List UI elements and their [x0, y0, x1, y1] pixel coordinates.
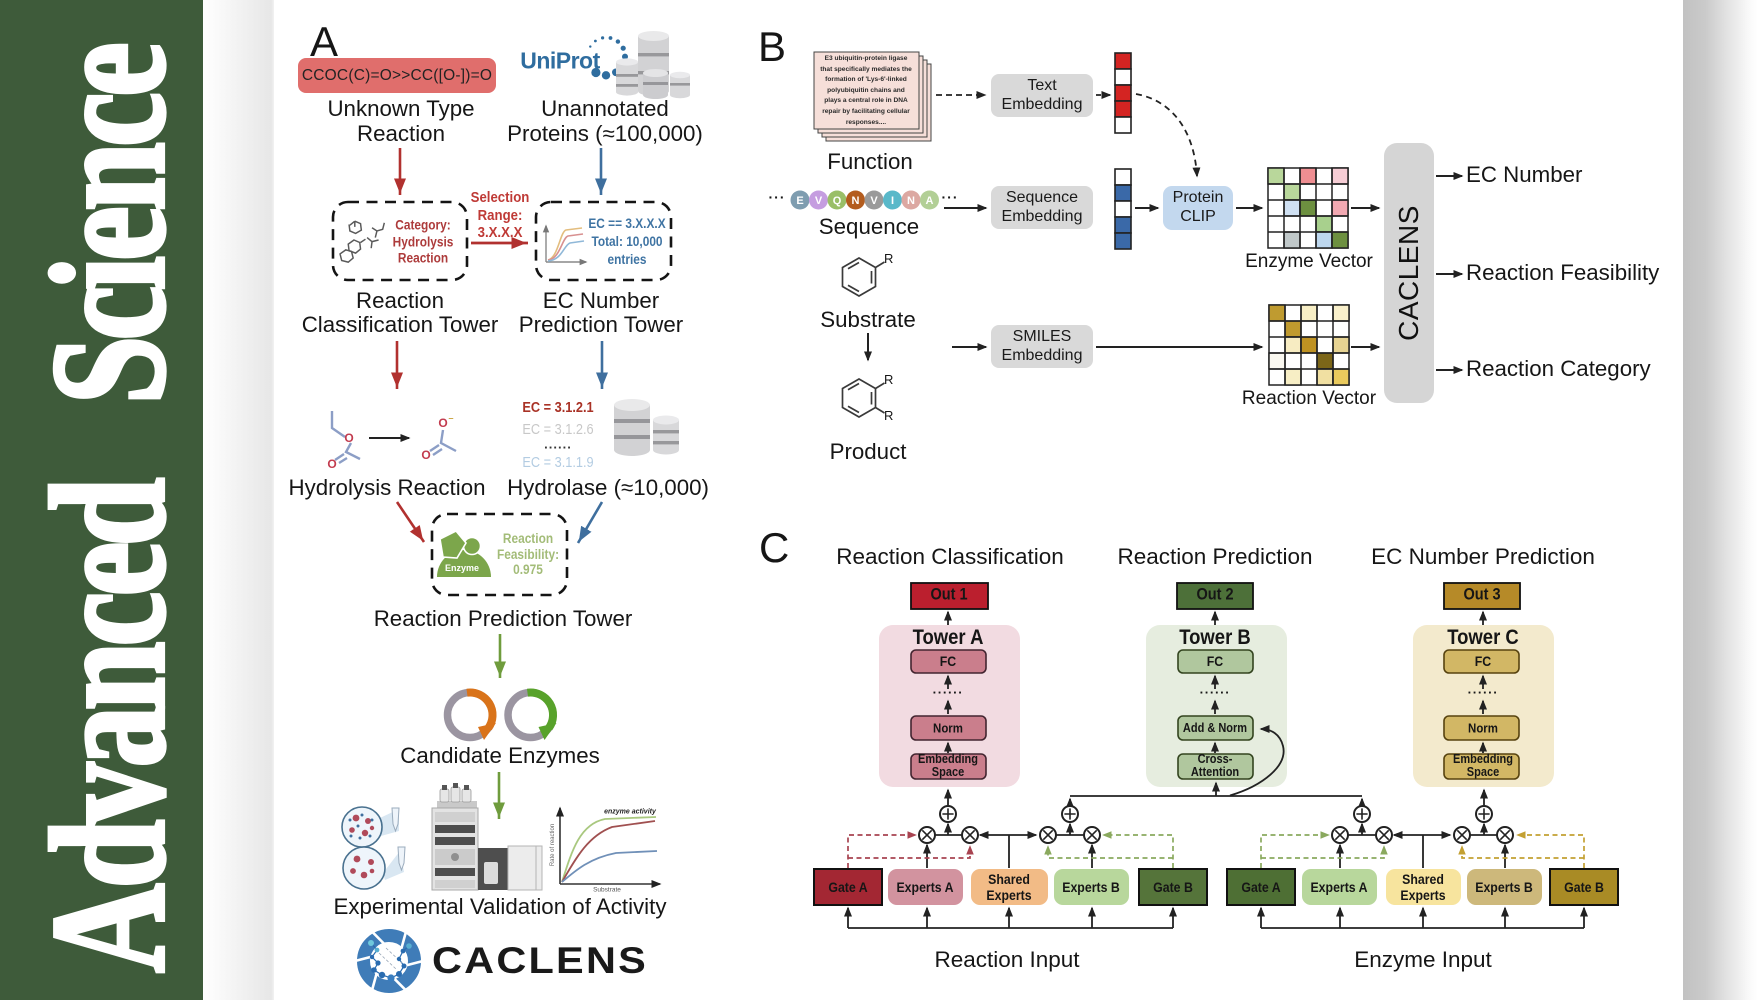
svg-text:Q: Q: [833, 195, 842, 207]
svg-text:N: N: [907, 195, 915, 207]
svg-text:O: O: [327, 457, 336, 471]
svg-text:O: O: [421, 448, 430, 462]
svg-text:O: O: [438, 416, 447, 430]
svg-text:V: V: [870, 195, 878, 207]
svg-text:O: O: [344, 431, 353, 445]
svg-text:V: V: [815, 195, 823, 207]
svg-text:A: A: [926, 195, 934, 207]
svg-text:E: E: [796, 195, 803, 207]
svg-text:–: –: [448, 413, 453, 423]
svg-text:N: N: [852, 195, 860, 207]
svg-text:I: I: [891, 195, 894, 207]
svg-text:Enzyme: Enzyme: [445, 563, 479, 573]
